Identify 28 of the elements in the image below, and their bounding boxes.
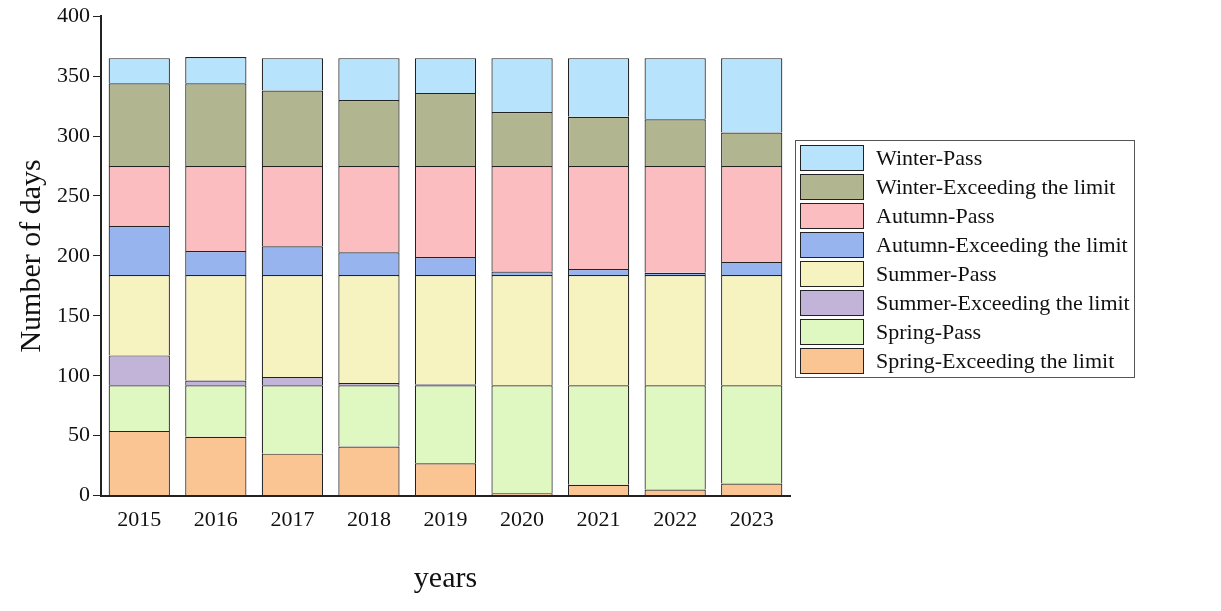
x-axis-title: years xyxy=(413,559,478,593)
legend-label: Spring-Exceeding the limit xyxy=(876,347,1115,374)
y-axis-title: Number of days xyxy=(12,159,46,353)
y-tick-label: 400 xyxy=(57,1,90,27)
x-tick-label: 2020 xyxy=(500,505,545,531)
x-tick-label: 2015 xyxy=(117,505,162,531)
x-tick-label: 2017 xyxy=(270,505,315,531)
x-tick-label: 2019 xyxy=(423,505,468,531)
y-tick-label: 50 xyxy=(68,421,90,447)
legend-label: Autumn-Pass xyxy=(876,202,995,229)
y-tick-label: 200 xyxy=(57,241,90,267)
y-tick-label: 150 xyxy=(57,301,90,327)
legend-label: Summer-Exceeding the limit xyxy=(876,289,1130,316)
legend-label: Autumn-Exceeding the limit xyxy=(876,231,1128,258)
legend-label: Winter-Exceeding the limit xyxy=(876,173,1116,200)
x-tick-label: 2023 xyxy=(729,505,774,531)
legend-label: Spring-Pass xyxy=(876,318,982,345)
legend-label: Summer-Pass xyxy=(876,260,997,287)
x-tick-label: 2022 xyxy=(653,505,698,531)
x-tick-label: 2021 xyxy=(576,505,621,531)
y-tick-label: 0 xyxy=(79,481,90,507)
y-tick-label: 100 xyxy=(57,361,90,387)
legend-label: Winter-Pass xyxy=(876,144,983,171)
y-tick-label: 300 xyxy=(57,121,90,147)
x-tick-label: 2018 xyxy=(346,505,391,531)
y-tick-label: 250 xyxy=(57,181,90,207)
x-tick-label: 2016 xyxy=(193,505,238,531)
y-tick-label: 350 xyxy=(57,61,90,87)
